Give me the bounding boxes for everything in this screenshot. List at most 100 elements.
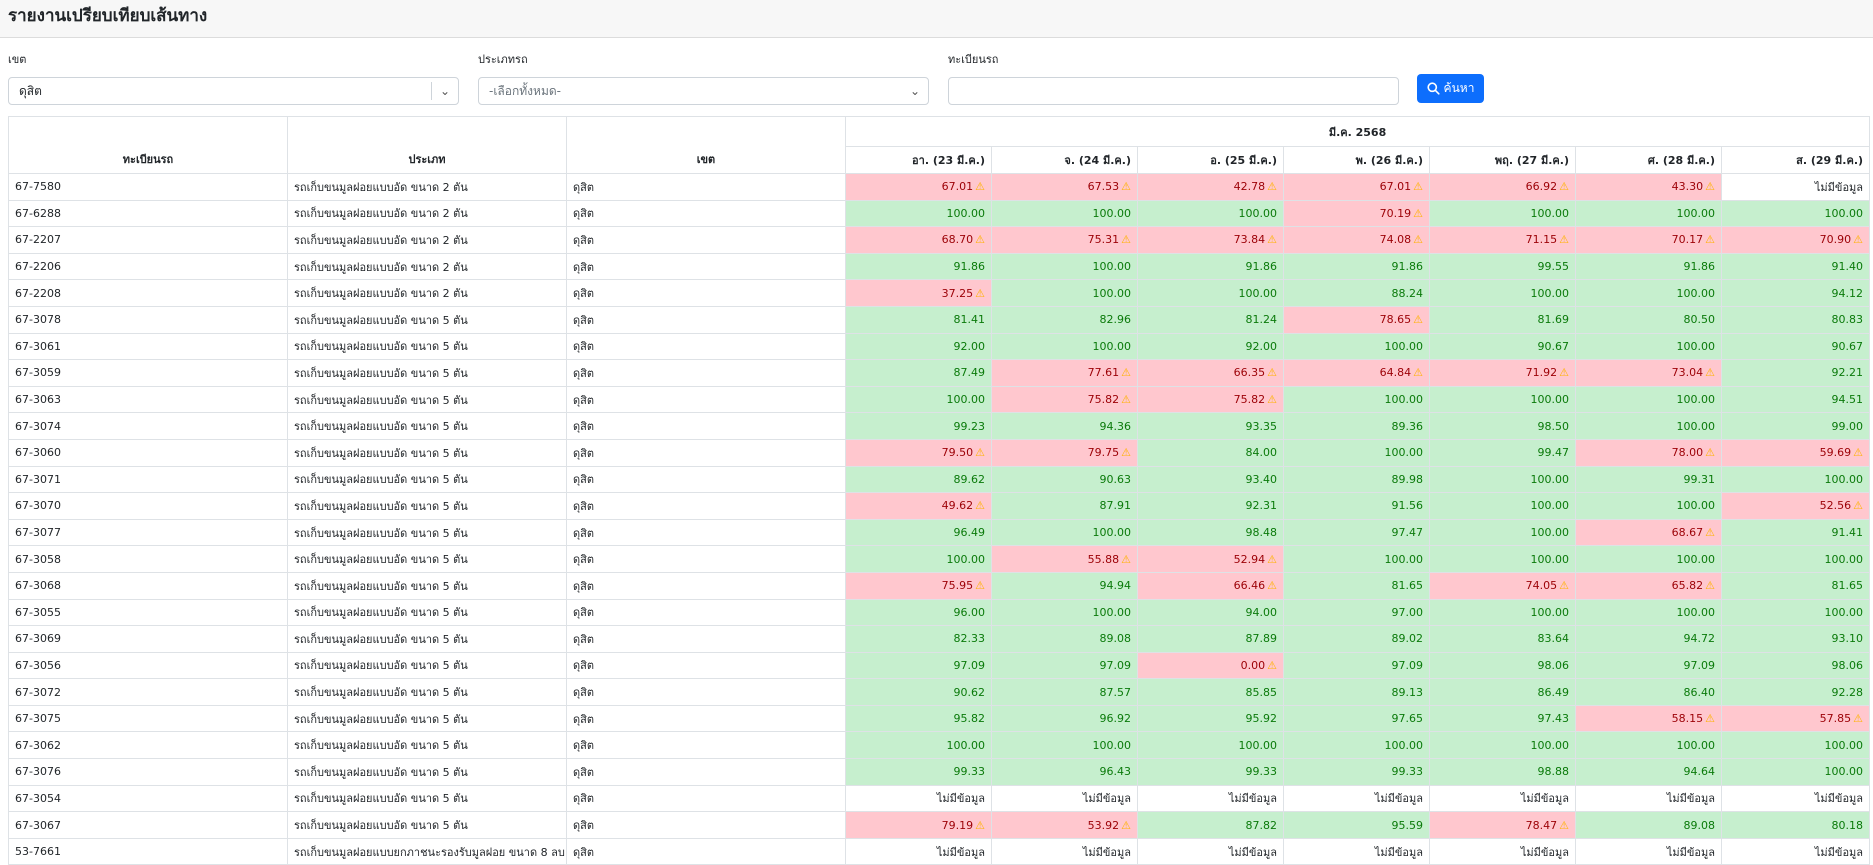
warning-icon: ⚠ — [1705, 712, 1715, 726]
chevron-down-icon[interactable]: ⌄ — [439, 84, 450, 98]
score-value: 100.00 — [1092, 738, 1132, 752]
zone-cell: ดุสิต — [566, 518, 846, 547]
score-value: 75.82 — [1087, 393, 1120, 407]
zone-cell: ดุสิต — [566, 279, 846, 307]
plate-cell: 67-3077 — [8, 518, 288, 547]
plate-column-header: ทะเบียนรถ — [8, 116, 288, 174]
score-cell: 81.24 — [1137, 305, 1284, 334]
score-cell: 89.02 — [1283, 625, 1430, 653]
score-value: 87.89 — [1245, 632, 1278, 646]
score-cell: 79.75 ⚠ — [991, 438, 1138, 467]
score-value: 100.00 — [946, 206, 986, 220]
score-value: 94.51 — [1831, 393, 1864, 407]
score-value: 96.00 — [953, 605, 986, 619]
score-cell: 91.40 — [1720, 252, 1871, 281]
month-header: มี.ค. 2568 — [844, 116, 1871, 147]
score-value: 99.31 — [1683, 472, 1716, 486]
score-cell: 87.82 — [1137, 811, 1284, 839]
type-cell: รถเก็บขนมูลฝอยแบบอัด ขนาด 5 ตัน — [287, 625, 567, 653]
type-cell: รถเก็บขนมูลฝอยแบบอัด ขนาด 5 ตัน — [287, 492, 567, 520]
table-row: 67-3058 รถเก็บขนมูลฝอยแบบอัด ขนาด 5 ตัน ดุ… — [8, 545, 1871, 573]
score-value: 100.00 — [1238, 738, 1278, 752]
score-value: 42.78 — [1233, 180, 1266, 194]
plate-cell: 67-3071 — [8, 465, 288, 494]
score-cell: 87.57 — [991, 678, 1138, 706]
score-value: 91.86 — [953, 260, 986, 274]
score-cell: 81.41 — [845, 305, 992, 334]
score-cell: 100.00 — [991, 199, 1138, 228]
type-cell: รถเก็บขนมูลฝอยแบบอัด ขนาด 5 ตัน — [287, 438, 567, 467]
score-cell: 100.00 — [1720, 598, 1871, 627]
score-value: 68.67 — [1671, 526, 1704, 540]
score-value: 53.92 — [1087, 818, 1120, 832]
zone-column-header: เขต — [566, 116, 846, 174]
score-value: 75.82 — [1233, 393, 1266, 407]
plate-cell: 67-3075 — [8, 704, 288, 733]
score-cell: 53.92 ⚠ — [991, 811, 1138, 839]
score-cell: 94.64 — [1575, 758, 1722, 786]
zone-cell: ดุสิต — [566, 625, 846, 653]
score-cell: 71.92 ⚠ — [1429, 359, 1576, 387]
plate-cell: 67-3055 — [8, 598, 288, 627]
score-value: 97.09 — [1683, 658, 1716, 672]
score-value: 100.00 — [1824, 738, 1864, 752]
score-cell: ไม่มีข้อมูล — [1720, 784, 1871, 813]
score-value: 100.00 — [1676, 206, 1716, 220]
score-value: ไม่มีข้อมูล — [1814, 180, 1864, 194]
table-row: 67-3061 รถเก็บขนมูลฝอยแบบอัด ขนาด 5 ตัน ดุ… — [8, 332, 1871, 361]
score-value: 89.08 — [1683, 818, 1716, 832]
score-value: 77.61 — [1087, 366, 1120, 380]
score-cell: 100.00 — [1720, 758, 1871, 786]
type-cell: รถเก็บขนมูลฝอยแบบอัด ขนาด 5 ตัน — [287, 465, 567, 494]
day-column-header: พฤ. (27 มี.ค.) — [1429, 146, 1576, 174]
score-value: 100.00 — [1530, 499, 1570, 513]
table-row: 67-7580 รถเก็บขนมูลฝอยแบบอัด ขนาด 2 ตัน ดุ… — [8, 173, 1871, 201]
warning-icon: ⚠ — [1559, 579, 1569, 593]
score-cell: 59.69 ⚠ — [1720, 438, 1871, 467]
chevron-down-icon[interactable]: ⌄ — [909, 84, 920, 98]
score-cell: 74.08 ⚠ — [1283, 226, 1430, 254]
score-value: 100.00 — [1676, 339, 1716, 353]
score-value: 100.00 — [946, 552, 986, 566]
score-cell: 80.18 — [1720, 811, 1871, 839]
score-cell: 94.51 — [1720, 385, 1871, 414]
score-cell: 70.17 ⚠ — [1575, 226, 1722, 254]
score-cell: 75.31 ⚠ — [991, 226, 1138, 254]
score-value: 78.65 — [1379, 313, 1412, 327]
score-cell: 100.00 — [1429, 731, 1576, 760]
score-cell: 96.92 — [991, 704, 1138, 733]
warning-icon: ⚠ — [1559, 233, 1569, 247]
vehicle-type-select[interactable]: -เลือกทั้งหมด- ⌄ — [478, 77, 929, 105]
score-value: 90.62 — [953, 685, 986, 699]
score-value: ไม่มีข้อมูล — [936, 792, 985, 806]
score-value: 95.92 — [1245, 712, 1278, 726]
zone-cell: ดุสิต — [566, 545, 846, 573]
plate-cell: 67-3061 — [8, 332, 288, 361]
zone-cell: ดุสิต — [566, 598, 846, 627]
filter-bar: เขต ดุสิต ⌄ ประเภทรถ -เลือกทั้งหมด- ⌄ ทะ… — [0, 38, 1873, 116]
page-title: รายงานเปรียบเทียบเส้นทาง — [8, 6, 208, 26]
score-value: 92.00 — [1245, 339, 1278, 353]
plate-cell: 67-3069 — [8, 625, 288, 653]
zone-select[interactable]: ดุสิต ⌄ — [8, 77, 459, 105]
plate-cell: 67-7580 — [8, 173, 288, 201]
score-cell: 81.65 — [1283, 571, 1430, 600]
score-value: 100.00 — [946, 393, 986, 407]
score-cell: 100.00 — [1283, 332, 1430, 361]
plate-input[interactable] — [948, 77, 1399, 105]
vehicle-type-placeholder: -เลือกทั้งหมด- — [489, 84, 561, 98]
score-value: 97.65 — [1391, 712, 1424, 726]
score-value: 64.84 — [1379, 366, 1412, 380]
score-cell: 89.98 — [1283, 465, 1430, 494]
type-cell: รถเก็บขนมูลฝอยแบบยกภาชนะรองรับมูลฝอย ขนา… — [287, 837, 567, 865]
score-cell: 100.00 — [1429, 545, 1576, 573]
score-value: 95.82 — [953, 712, 986, 726]
score-cell: 100.00 — [1575, 279, 1722, 307]
zone-select-value: ดุสิต — [19, 84, 42, 98]
score-cell: 100.00 — [1575, 385, 1722, 414]
search-button[interactable]: ค้นหา — [1417, 74, 1484, 103]
score-value: 78.47 — [1525, 818, 1558, 832]
score-value: 70.17 — [1671, 233, 1704, 247]
score-value: 67.01 — [941, 180, 974, 194]
score-cell: 97.00 — [1283, 598, 1430, 627]
